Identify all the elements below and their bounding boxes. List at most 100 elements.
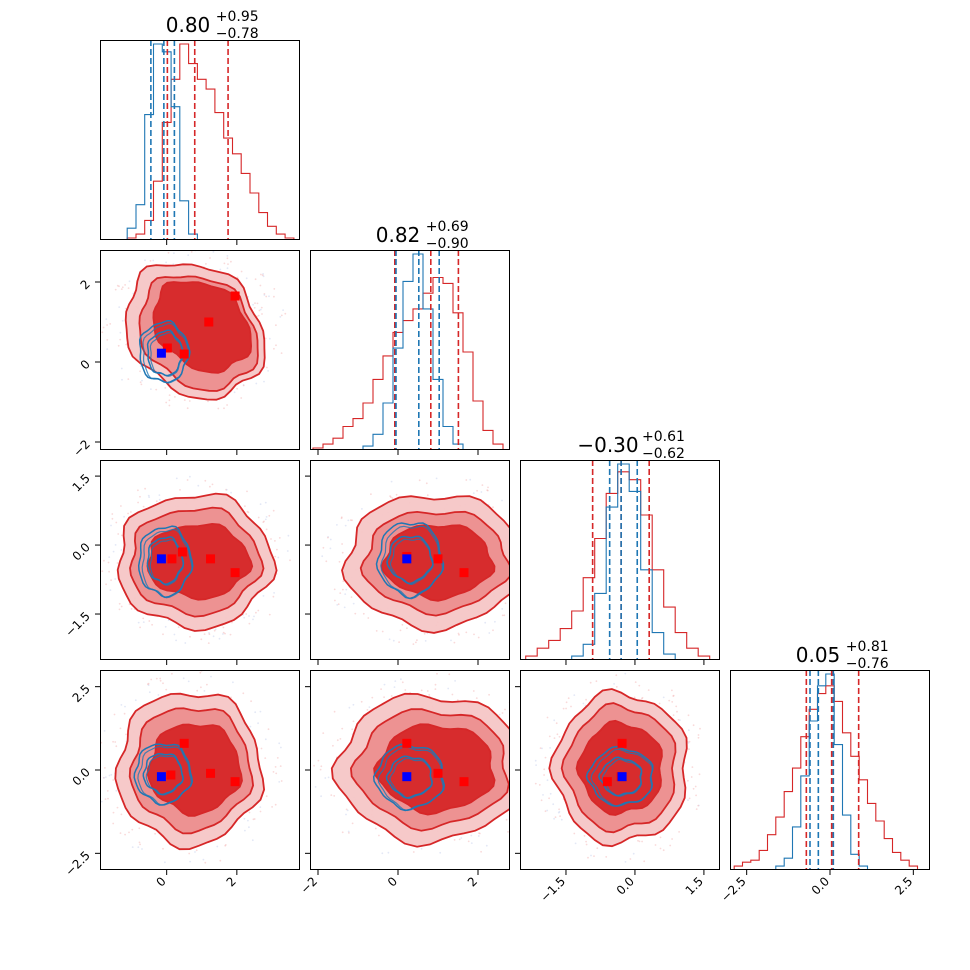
sample-point — [344, 524, 347, 527]
sample-point — [549, 747, 551, 749]
sample-point — [264, 757, 267, 759]
sample-point — [560, 818, 563, 821]
sample-point — [108, 556, 111, 558]
sample-point — [585, 840, 587, 843]
blue-contour-inner-1 — [149, 332, 185, 377]
sample-point — [480, 850, 482, 853]
red-marker-2 — [459, 777, 469, 787]
sample-point — [217, 407, 220, 410]
panel-title-1: 0.82 — [376, 223, 421, 247]
sample-point — [361, 508, 363, 510]
y-tick-label: 2.5 — [70, 682, 93, 705]
sample-point — [477, 835, 480, 837]
sample-point — [596, 847, 599, 850]
sample-point — [448, 673, 451, 676]
sample-point — [615, 674, 618, 677]
sample-point — [125, 733, 127, 736]
sample-point — [127, 287, 130, 289]
sample-point — [190, 251, 193, 253]
sample-point — [327, 536, 329, 539]
y-tick-label: −1.5 — [62, 609, 93, 640]
sample-point — [687, 779, 689, 782]
sample-point — [322, 546, 325, 549]
sample-point — [412, 851, 415, 853]
sample-point — [404, 689, 407, 691]
sample-point — [453, 641, 456, 644]
sample-point — [339, 592, 342, 594]
sample-point — [184, 642, 187, 644]
sample-point — [274, 766, 277, 768]
x-tick-label: −1.5 — [538, 874, 569, 905]
sample-point — [250, 700, 253, 703]
sample-point — [573, 832, 576, 835]
sample-point — [118, 306, 121, 308]
sample-point — [634, 681, 637, 683]
sample-point — [558, 735, 561, 738]
sample-point — [116, 562, 119, 564]
sample-point — [214, 628, 217, 631]
sample-point — [264, 501, 267, 504]
sample-point — [344, 593, 347, 595]
blue-contour-1 — [146, 536, 185, 586]
sample-point — [637, 839, 639, 842]
sample-point — [695, 794, 697, 797]
sample-point — [112, 740, 114, 743]
sample-point — [659, 836, 662, 839]
sample-point — [103, 559, 105, 562]
sample-point — [533, 809, 535, 811]
sample-point — [342, 588, 344, 591]
sample-point — [165, 688, 168, 691]
sample-point — [343, 606, 346, 609]
sample-point — [383, 683, 386, 686]
panel-frame-1-1 — [310, 250, 510, 450]
sample-point — [142, 617, 145, 620]
sample-point — [538, 784, 541, 786]
sample-point — [111, 517, 114, 520]
sample-point — [120, 288, 123, 290]
sample-point — [567, 697, 570, 700]
sample-point — [641, 840, 643, 843]
sample-point — [207, 400, 209, 403]
sample-point — [573, 694, 576, 696]
sample-point — [671, 701, 674, 703]
sample-point — [240, 397, 243, 399]
sample-point — [333, 588, 336, 591]
sample-point — [691, 766, 694, 768]
sample-point — [275, 324, 277, 327]
sample-point — [130, 511, 132, 513]
sample-point — [139, 370, 142, 373]
sample-point — [345, 588, 348, 591]
sample-point — [470, 842, 473, 844]
sample-point — [134, 699, 137, 702]
sample-point — [687, 729, 690, 732]
sample-point — [593, 855, 595, 857]
sample-point — [212, 250, 215, 253]
sample-point — [390, 496, 392, 498]
x-tick-label: 2.5 — [892, 874, 915, 897]
sample-point — [109, 323, 112, 325]
sample-point — [504, 602, 507, 605]
sample-point — [139, 495, 141, 498]
sample-point — [544, 810, 547, 813]
sample-point — [274, 555, 277, 558]
sample-point — [672, 714, 675, 716]
sample-point — [454, 680, 456, 682]
sample-point — [570, 705, 572, 708]
panel-frame-3-2 — [520, 670, 720, 870]
blue-contour-inner-0 — [141, 528, 193, 599]
sample-point — [677, 718, 680, 721]
blue-marker — [156, 554, 166, 564]
sample-point — [115, 521, 118, 524]
title-plus-1: +0.69 — [426, 219, 469, 235]
sample-point — [175, 639, 178, 642]
sample-point — [261, 313, 263, 315]
sample-point — [534, 782, 537, 785]
sample-point — [697, 734, 700, 736]
sample-point — [263, 380, 265, 383]
sample-point — [273, 288, 276, 290]
sample-point — [383, 696, 385, 699]
sample-point — [472, 690, 475, 692]
sample-point — [280, 746, 282, 749]
sample-point — [692, 724, 695, 727]
